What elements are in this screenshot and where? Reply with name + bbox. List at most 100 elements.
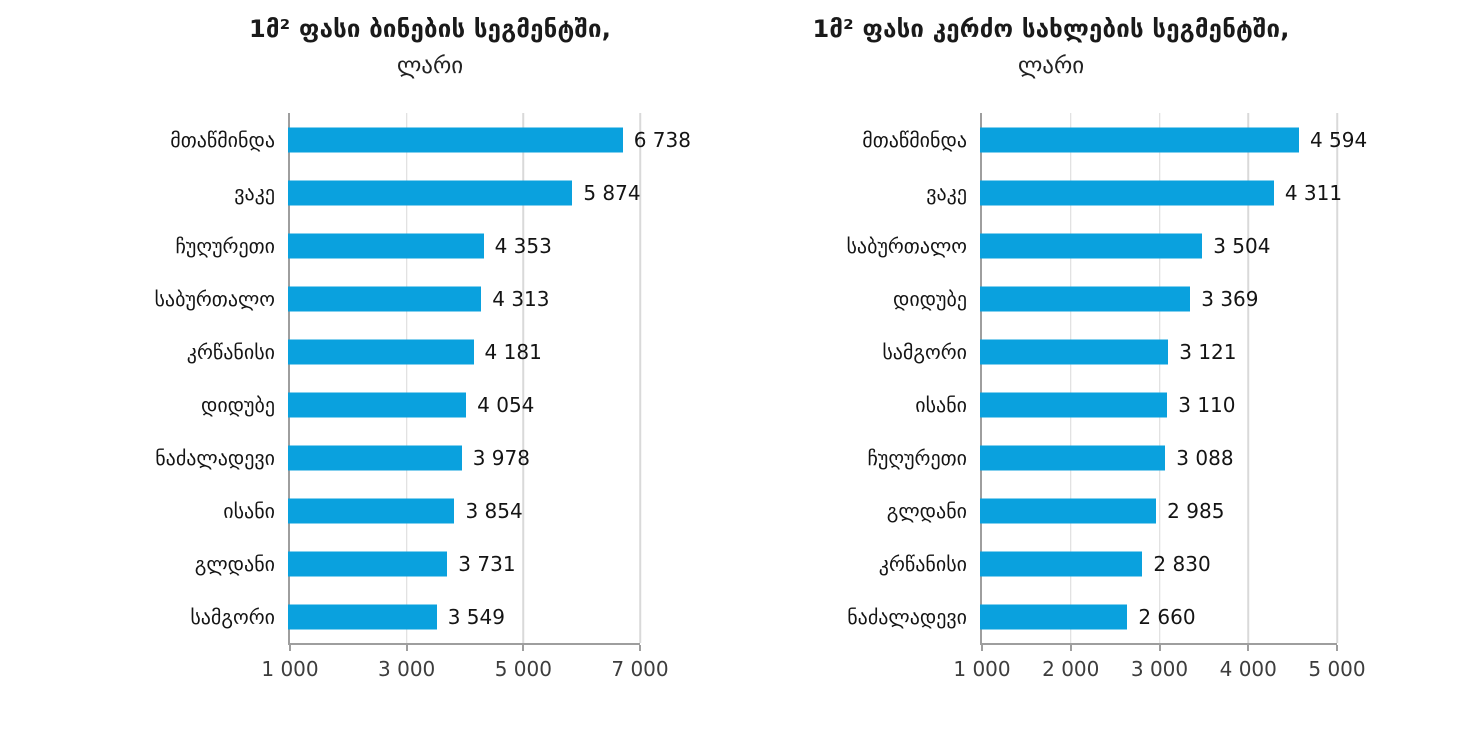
x-axis-tick-label: 5 000 bbox=[1308, 657, 1366, 681]
bar-row: დიდუბე 4 054 bbox=[0, 378, 638, 431]
bar bbox=[288, 445, 462, 470]
x-axis-tick bbox=[1158, 645, 1161, 651]
category-label: ვაკე bbox=[234, 180, 275, 205]
bar bbox=[980, 127, 1299, 152]
bar bbox=[980, 286, 1191, 311]
plot-area: 1 000 3 000 5 000 7 000 bbox=[261, 113, 669, 681]
bar-track: 4 353 bbox=[288, 219, 638, 272]
value-label: 2 830 bbox=[1153, 551, 1211, 576]
category-label: დიდუბე bbox=[892, 286, 967, 311]
value-label: 3 088 bbox=[1176, 445, 1234, 470]
category-label: კრწანისი bbox=[878, 551, 967, 576]
bar bbox=[288, 127, 623, 152]
category-label: ვაკე bbox=[926, 180, 967, 205]
bar-row: საბურთალო 4 313 bbox=[0, 272, 638, 325]
bar bbox=[980, 233, 1203, 258]
gridline bbox=[1158, 113, 1161, 643]
bar-row: მთაწმინდა 6 738 bbox=[0, 113, 691, 166]
bar-track: 4 054 bbox=[288, 378, 638, 431]
bar-row: ისანი 3 854 bbox=[0, 484, 638, 537]
chart-subtitle: ლარი bbox=[396, 53, 464, 79]
value-label: 4 181 bbox=[484, 339, 542, 364]
bar-rows: მთაწმინდა 4 594 ვაკე 4 311 საბურთალო 3 504 დიდ… bbox=[740, 113, 1367, 643]
category-label: სამგორი bbox=[190, 604, 275, 629]
bar bbox=[980, 445, 1166, 470]
bar-track: 3 121 bbox=[980, 325, 1335, 378]
category-label: სამგორი bbox=[882, 339, 967, 364]
bar-row: ნაძალადევი 2 660 bbox=[740, 590, 1335, 643]
x-axis-tick bbox=[1247, 645, 1250, 651]
bar bbox=[288, 551, 448, 576]
bar-row: ნაძალადევი 3 978 bbox=[0, 431, 638, 484]
bar-track: 2 660 bbox=[980, 590, 1335, 643]
chart-title-block: 1მ² ფასი ბინების სეგმენტში, ლარი bbox=[95, 11, 765, 84]
bar-track: 3 549 bbox=[288, 590, 638, 643]
bar bbox=[980, 498, 1157, 523]
x-axis-tick-label: 5 000 bbox=[494, 657, 552, 681]
bar-row: ვაკე 4 311 bbox=[740, 166, 1342, 219]
value-label: 2 660 bbox=[1138, 604, 1196, 629]
x-axis-tick-label: 4 000 bbox=[1219, 657, 1277, 681]
bar bbox=[980, 604, 1128, 629]
value-label: 4 054 bbox=[477, 392, 535, 417]
chart-title: 1მ² ფასი ბინების სეგმენტში, bbox=[248, 15, 612, 43]
bar bbox=[288, 392, 467, 417]
bar-row: კრწანისი 2 830 bbox=[740, 537, 1335, 590]
value-label: 3 854 bbox=[465, 498, 523, 523]
chart-title: 1მ² ფასი კერძო სახლების სეგმენტში, bbox=[812, 15, 1290, 43]
category-label: საბურთალო bbox=[846, 233, 967, 258]
category-label: დიდუბე bbox=[200, 392, 275, 417]
bar-track: 3 978 bbox=[288, 431, 638, 484]
value-label: 4 311 bbox=[1284, 180, 1343, 205]
chart-title-block: 1მ² ფასი კერძო სახლების სეგმენტში, ლარი bbox=[751, 11, 1351, 84]
value-label: 3 504 bbox=[1213, 233, 1271, 258]
bar bbox=[288, 286, 482, 311]
category-label: ისანი bbox=[223, 498, 275, 523]
value-label: 3 121 bbox=[1179, 339, 1237, 364]
bar-track: 5 874 bbox=[288, 166, 641, 219]
x-axis-tick-label: 3 000 bbox=[1130, 657, 1189, 681]
category-label: გლდანი bbox=[194, 551, 275, 576]
x-axis-tick bbox=[639, 645, 641, 651]
x-axis-tick bbox=[405, 645, 408, 651]
bar bbox=[288, 498, 455, 523]
bar-row: გლდანი 2 985 bbox=[740, 484, 1335, 537]
gridline bbox=[405, 113, 408, 643]
gridline bbox=[1070, 113, 1072, 643]
bar-rows: მთაწმინდა 6 738 ვაკე 5 874 ჩუღურეთი 4 353 საბუ… bbox=[0, 113, 691, 643]
bar-track: 4 311 bbox=[980, 166, 1342, 219]
bar-track: 3 504 bbox=[980, 219, 1335, 272]
bar-row: ისანი 3 110 bbox=[740, 378, 1335, 431]
value-label: 5 874 bbox=[583, 180, 641, 205]
gridline bbox=[522, 113, 525, 643]
value-label: 4 313 bbox=[492, 286, 550, 311]
x-axis-tick-label: 7 000 bbox=[611, 657, 669, 681]
bar-row: კრწანისი 4 181 bbox=[0, 325, 638, 378]
category-label: ნაძალადევი bbox=[847, 604, 967, 629]
bar bbox=[980, 180, 1274, 205]
bar-row: ჩუღურეთი 4 353 bbox=[0, 219, 638, 272]
bar-row: ჩუღურეთი 3 088 bbox=[740, 431, 1335, 484]
x-axis-tick-label: 1 000 bbox=[261, 657, 319, 681]
gridline bbox=[639, 113, 641, 643]
bar-track: 2 985 bbox=[980, 484, 1335, 537]
value-label: 3 369 bbox=[1201, 286, 1259, 311]
bar-track: 3 088 bbox=[980, 431, 1335, 484]
bar-row: საბურთალო 3 504 bbox=[740, 219, 1335, 272]
bar-row: დიდუბე 3 369 bbox=[740, 272, 1335, 325]
plot-area: 1 000 2 000 3 000 4 000 5 000 bbox=[953, 113, 1366, 681]
value-label: 6 738 bbox=[633, 127, 691, 152]
x-axis-tick-label: 2 000 bbox=[1042, 657, 1100, 681]
value-label: 2 985 bbox=[1167, 498, 1225, 523]
bar-track: 4 594 bbox=[980, 113, 1367, 166]
x-axis-tick bbox=[289, 645, 291, 651]
value-label: 4 594 bbox=[1309, 127, 1368, 152]
category-label: ისანი bbox=[915, 392, 967, 417]
bar-track: 3 854 bbox=[288, 484, 638, 537]
bar bbox=[288, 604, 437, 629]
bar-track: 3 369 bbox=[980, 272, 1335, 325]
category-label: მთაწმინდა bbox=[862, 127, 967, 152]
